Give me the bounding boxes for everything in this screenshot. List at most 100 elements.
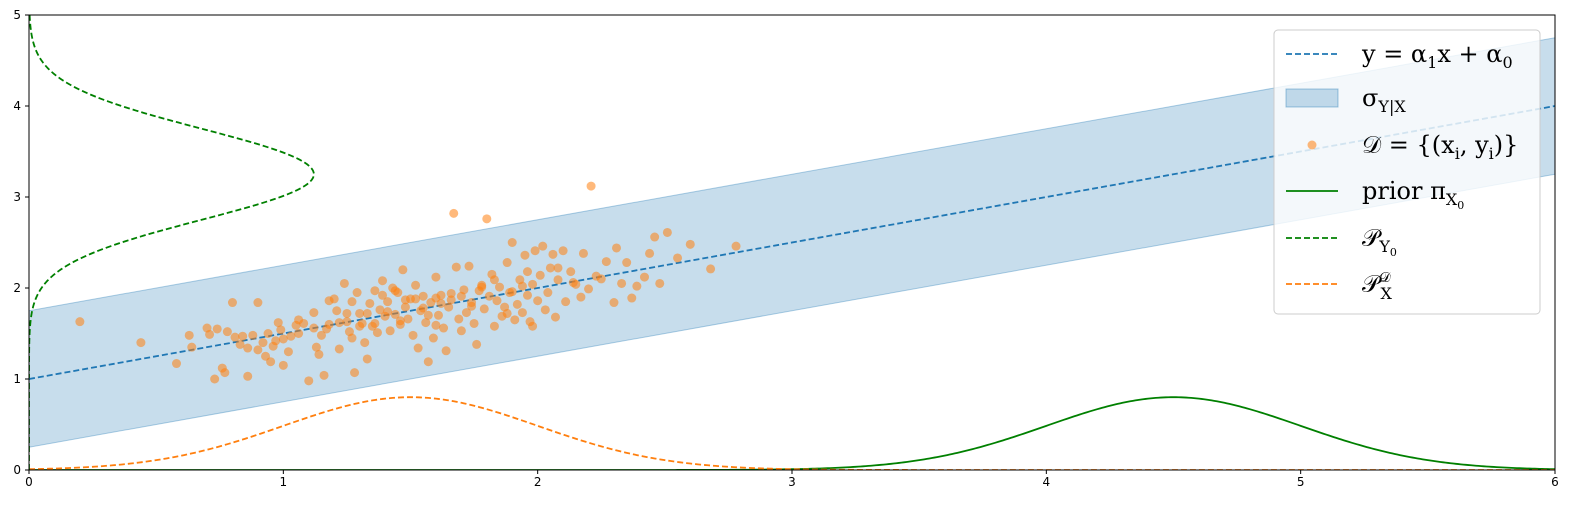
data-point [375, 305, 385, 315]
data-point [449, 208, 459, 218]
legend-handle-band [1285, 88, 1339, 108]
data-point [446, 288, 456, 298]
legend-item-regression: y = α1x + α0 [1286, 40, 1513, 72]
x-tick-label: 1 [280, 475, 288, 489]
data-point [464, 261, 474, 271]
data-point [456, 291, 466, 301]
axes: 0 1 2 3 4 5 6 0 1 2 3 4 5 [13, 8, 1558, 489]
x-tick-label: 3 [788, 475, 796, 489]
data-point [655, 278, 665, 288]
data-point [235, 339, 245, 349]
data-point [558, 246, 568, 256]
data-point [520, 250, 530, 260]
data-point [278, 334, 288, 344]
data-point [75, 317, 85, 327]
data-point [528, 279, 538, 289]
y-tick-label: 4 [13, 99, 21, 113]
data-point [601, 257, 611, 267]
data-point [489, 275, 499, 285]
data-point [334, 344, 344, 354]
data-point [566, 267, 576, 277]
data-point [446, 295, 456, 305]
data-point [334, 318, 344, 328]
data-point [398, 265, 408, 275]
data-point [378, 276, 388, 286]
y-tick-label: 0 [13, 463, 21, 477]
data-point [522, 267, 532, 277]
data-point [136, 338, 146, 348]
legend-label-band: σY|X [1362, 84, 1406, 116]
data-point [495, 282, 505, 292]
data-point [355, 321, 365, 331]
y-tick-label: 5 [13, 8, 21, 22]
data-point [184, 330, 194, 340]
data-point [418, 303, 428, 313]
plot-area [29, 15, 1555, 470]
data-point [553, 275, 563, 285]
data-point [360, 338, 370, 348]
x-tick-label: 2 [534, 475, 542, 489]
data-point [352, 288, 362, 298]
data-point [561, 297, 571, 307]
data-point [342, 308, 352, 318]
data-point [411, 294, 421, 304]
data-point [383, 307, 393, 317]
data-point [385, 326, 395, 336]
x-tick-label: 4 [1043, 475, 1051, 489]
data-points [75, 181, 741, 386]
data-point [622, 258, 632, 268]
data-point [482, 214, 492, 224]
data-point [517, 308, 527, 318]
data-point [362, 308, 372, 318]
p-x-d-curve [29, 396, 1555, 470]
data-point [355, 308, 365, 318]
data-point [507, 238, 517, 247]
data-point [172, 359, 182, 369]
data-point [441, 346, 451, 356]
data-point [299, 318, 309, 328]
data-point [347, 297, 357, 307]
legend-label-regression: y = α1x + α0 [1361, 40, 1513, 72]
data-point [220, 368, 230, 378]
data-point [584, 284, 594, 294]
data-point [507, 287, 517, 297]
data-point [370, 286, 380, 296]
data-point [286, 331, 296, 341]
data-point [578, 248, 588, 258]
legend-item-prior: prior πX0 [1286, 177, 1464, 212]
data-point [522, 290, 532, 300]
data-point [205, 329, 215, 339]
data-point [309, 308, 319, 318]
data-point [418, 291, 428, 301]
legend-label-pxd: 𝒫𝒟 X [1362, 270, 1393, 303]
data-point [639, 272, 649, 282]
data-point [586, 181, 596, 191]
data-point [268, 341, 278, 351]
data-point [227, 298, 237, 308]
plot-content [29, 15, 1555, 470]
data-point [243, 343, 253, 353]
data-point [413, 343, 423, 353]
data-point [456, 326, 466, 336]
data-point [512, 299, 522, 309]
data-point [484, 291, 494, 301]
legend-box [1273, 29, 1541, 315]
data-point [243, 371, 253, 381]
data-point [283, 347, 293, 357]
data-point [212, 324, 222, 334]
data-point [421, 318, 431, 328]
data-point [324, 319, 334, 329]
data-point [548, 249, 558, 259]
data-point [479, 304, 489, 314]
data-point [467, 301, 477, 311]
data-point [253, 345, 263, 355]
data-point [568, 278, 578, 288]
data-point [390, 286, 400, 296]
data-point [372, 328, 382, 338]
data-point [342, 317, 352, 327]
data-point [489, 321, 499, 331]
data-point [469, 318, 479, 328]
data-point [276, 325, 286, 335]
data-point [314, 349, 324, 359]
